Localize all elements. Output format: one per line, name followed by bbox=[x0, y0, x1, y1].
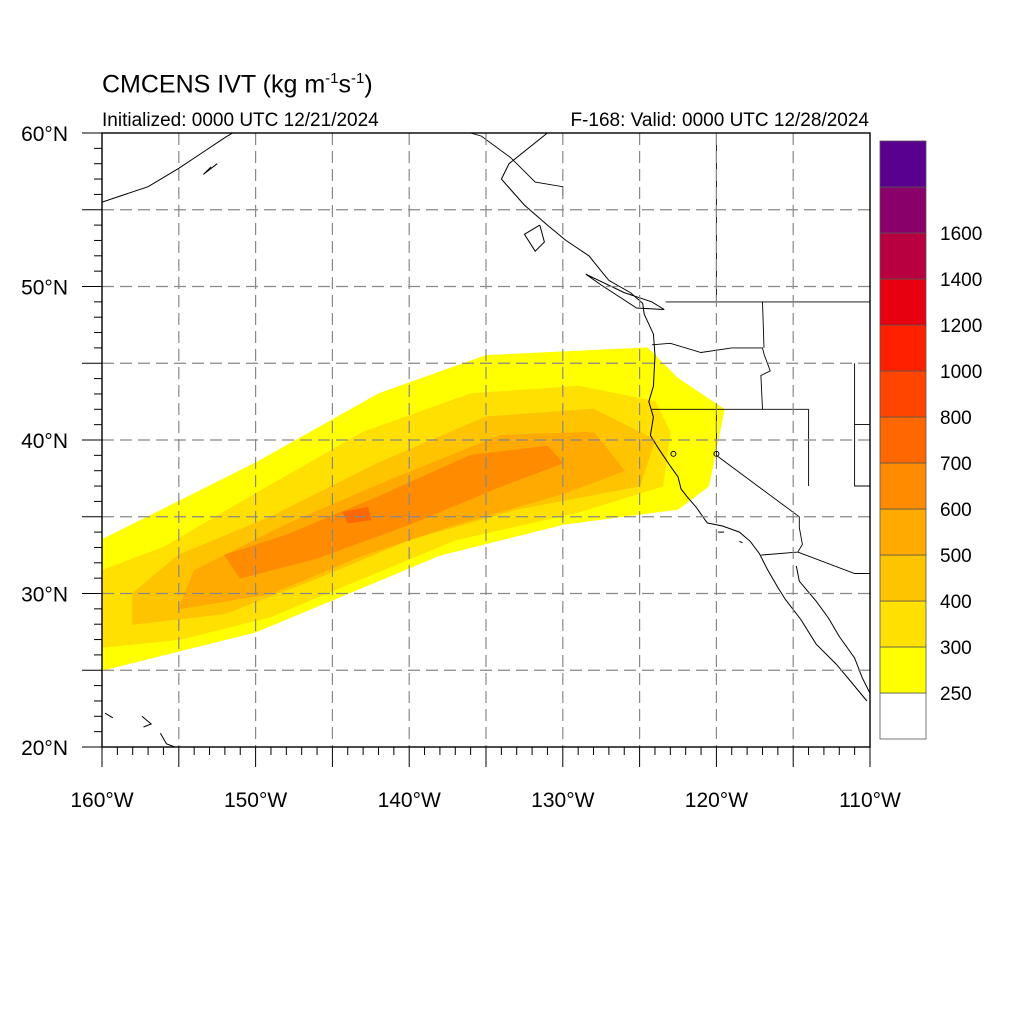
colorbar-swatch bbox=[879, 646, 927, 694]
lat-tick-label: 60°N bbox=[21, 123, 68, 146]
colorbar-swatch bbox=[879, 416, 927, 464]
colorbar-swatch bbox=[879, 186, 927, 234]
colorbar-swatch bbox=[879, 324, 927, 372]
colorbar-swatch bbox=[879, 508, 927, 556]
colorbar-swatch bbox=[879, 600, 927, 648]
colorbar-label: 1400 bbox=[940, 270, 982, 291]
lon-tick-label: 160°W bbox=[70, 789, 133, 812]
colorbar-label: 1200 bbox=[940, 316, 982, 337]
coastline-layer bbox=[102, 133, 870, 747]
lon-tick-label: 110°W bbox=[839, 789, 901, 812]
lat-tick-label: 30°N bbox=[21, 584, 68, 607]
colorbar-label: 1600 bbox=[940, 224, 982, 245]
plot-frame bbox=[101, 132, 871, 748]
colorbar-swatch bbox=[879, 462, 927, 510]
lon-tick-label: 120°W bbox=[685, 789, 748, 812]
colorbar-swatch bbox=[879, 554, 927, 602]
lat-tick-label: 40°N bbox=[21, 430, 68, 453]
colorbar-swatch bbox=[879, 232, 927, 280]
colorbar: 250 300 400 500 600 700 800 1000 1200 1400 1600 bbox=[879, 140, 982, 740]
lat-tick-label: 20°N bbox=[21, 737, 68, 760]
lon-tick-label: 140°W bbox=[378, 789, 441, 812]
colorbar-label: 250 bbox=[940, 684, 972, 705]
colorbar-label: 400 bbox=[940, 592, 972, 613]
colorbar-swatch bbox=[879, 692, 927, 740]
ivt-band-700-800 bbox=[342, 506, 372, 524]
ivt-shading-layer bbox=[102, 347, 725, 671]
lat-lon-grid bbox=[102, 133, 870, 747]
colorbar-label: 600 bbox=[940, 500, 972, 521]
lat-tick-label: 50°N bbox=[21, 277, 68, 300]
colorbar-label: 700 bbox=[940, 454, 972, 475]
valid-time-label: F-168: Valid: 0000 UTC 12/28/2024 bbox=[570, 110, 869, 131]
init-time-label: Initialized: 0000 UTC 12/21/2024 bbox=[102, 110, 379, 131]
colorbar-label: 300 bbox=[940, 638, 972, 659]
ivt-band-600-700 bbox=[224, 445, 564, 579]
colorbar-swatch bbox=[879, 370, 927, 418]
colorbar-label: 800 bbox=[940, 408, 972, 429]
colorbar-swatch bbox=[879, 278, 927, 326]
lon-tick-label: 150°W bbox=[224, 789, 287, 812]
axis-tick-labels: 60°N 50°N 40°N 30°N 20°N 160°W 150°W 140°W 130°W… bbox=[21, 123, 901, 812]
chart-title: CMCENS IVT (kg m-1s-1) bbox=[102, 70, 373, 99]
lon-tick-label: 130°W bbox=[531, 789, 594, 812]
colorbar-label: 500 bbox=[940, 546, 972, 567]
axis-ticks bbox=[82, 132, 871, 767]
colorbar-label: 1000 bbox=[940, 362, 982, 383]
colorbar-swatch bbox=[879, 140, 927, 188]
